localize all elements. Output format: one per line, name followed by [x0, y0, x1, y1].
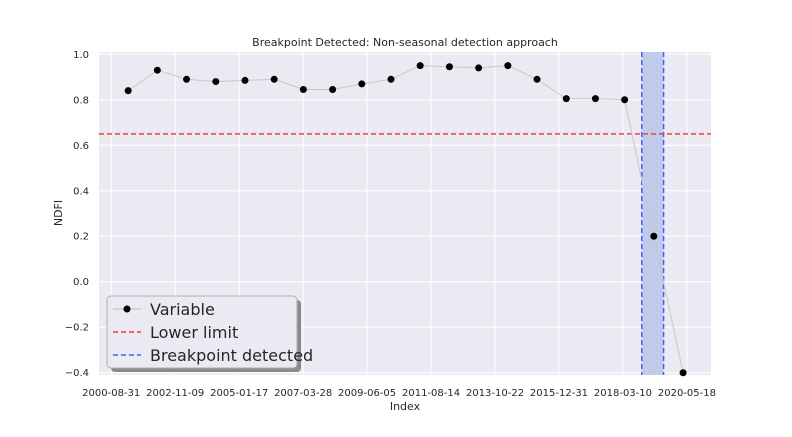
breakpoint-span: [641, 52, 664, 375]
legend-variable-label: Variable: [150, 300, 215, 319]
x-tick-labels: 2000-08-31 2002-11-09 2005-01-17 2007-03-28…: [82, 388, 716, 399]
x-tick-label: 2013-10-22: [466, 388, 524, 399]
x-tick-label: 2009-06-05: [338, 388, 396, 399]
data-point: [621, 96, 629, 104]
legend-breakpoint-label: Breakpoint detected: [150, 346, 313, 365]
y-tick-label: 0.6: [73, 141, 89, 152]
data-point: [562, 95, 570, 103]
x-tick-label: 2000-08-31: [82, 388, 140, 399]
y-tick-label: 1.0: [73, 50, 89, 61]
data-point: [679, 369, 687, 377]
x-tick-label: 2002-11-09: [146, 388, 204, 399]
x-tick-label: 2005-01-17: [210, 388, 268, 399]
x-tick-label: 2011-08-14: [402, 388, 460, 399]
y-tick-label: −0.4: [65, 368, 89, 379]
y-tick-label: −0.2: [65, 323, 89, 334]
x-tick-label: 2007-03-28: [274, 388, 332, 399]
data-point: [475, 64, 483, 72]
legend-variable-marker: [123, 305, 131, 313]
data-point: [212, 78, 220, 86]
data-point: [270, 75, 278, 83]
series-markers: [124, 62, 687, 377]
legend: Variable Lower limit Breakpoint detected: [106, 295, 313, 372]
data-point: [183, 75, 191, 83]
x-tick-label: 2015-12-31: [530, 388, 588, 399]
chart-title: Breakpoint Detected: Non-seasonal detect…: [252, 36, 558, 49]
y-tick-label: 0.2: [73, 232, 89, 243]
data-point: [329, 86, 337, 94]
data-point: [387, 75, 395, 83]
data-point: [416, 62, 424, 70]
data-point: [124, 87, 132, 95]
legend-box: [106, 295, 298, 369]
y-axis-label: NDFI: [52, 200, 65, 226]
data-point: [299, 86, 307, 94]
data-point: [445, 63, 453, 71]
data-point: [504, 62, 512, 70]
data-point: [358, 80, 366, 88]
y-tick-labels: 1.0 0.8 0.6 0.4 0.2 0.0 −0.2 −0.4: [65, 50, 89, 379]
legend-lower-limit-label: Lower limit: [150, 323, 238, 342]
y-tick-label: 0.8: [73, 95, 89, 106]
y-tick-label: 0.4: [73, 186, 89, 197]
series-line: [127, 65, 684, 373]
grid: [99, 52, 711, 375]
data-point: [533, 75, 541, 83]
data-point: [241, 76, 249, 84]
x-tick-label: 2018-03-10: [594, 388, 652, 399]
y-tick-label: 0.0: [73, 277, 89, 288]
data-point: [650, 232, 658, 240]
data-point: [591, 95, 599, 103]
x-axis-label: Index: [390, 400, 421, 413]
data-point: [153, 66, 161, 74]
x-tick-label: 2020-05-18: [658, 388, 716, 399]
